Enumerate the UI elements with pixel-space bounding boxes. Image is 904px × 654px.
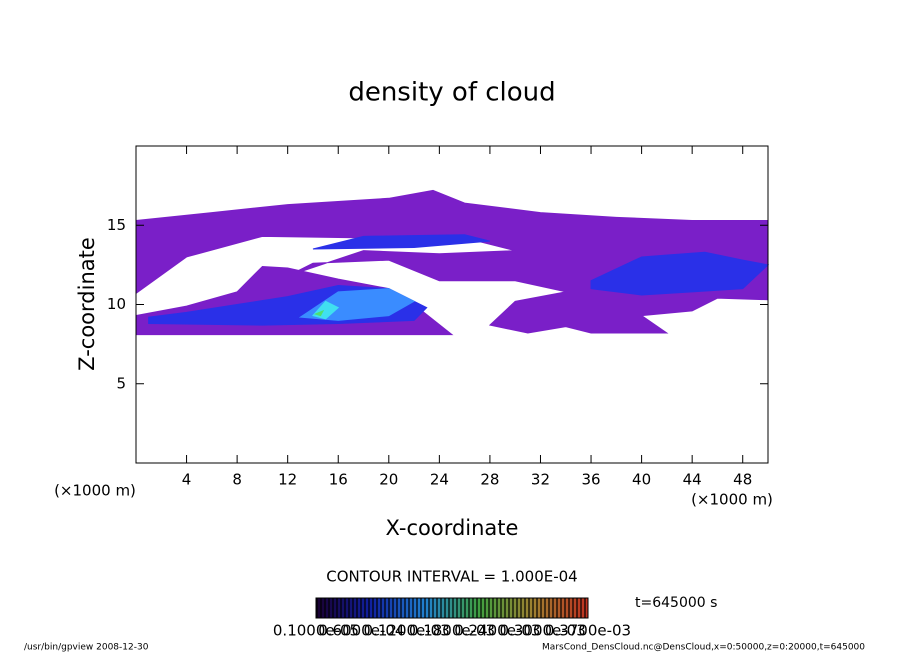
contour-region <box>590 251 770 296</box>
x-tick-label: 4 <box>182 471 192 489</box>
colorbar-label: 0.6000e-04 <box>318 622 404 640</box>
contour-interval: CONTOUR INTERVAL = 1.000E-04 <box>326 568 577 586</box>
x-tick-label: 40 <box>632 471 651 489</box>
footer-left: /usr/bin/gpview 2008-12-30 <box>24 643 149 653</box>
x-tick-label: 28 <box>480 471 499 489</box>
colorbar-label: 0.3700e-03 <box>545 622 631 640</box>
x-tick-label: 36 <box>581 471 600 489</box>
colorbar-label: 0.3000e-03 <box>500 622 586 640</box>
x-unit: (×1000 m) <box>691 491 773 509</box>
colorbar-label: 0.1000e-05 <box>273 622 359 640</box>
chart-title: density of cloud <box>348 78 555 108</box>
contour-region <box>135 189 769 334</box>
y-unit: (×1000 m) <box>54 482 136 500</box>
x-tick-label: 16 <box>329 471 348 489</box>
contour-region <box>314 309 325 317</box>
x-tick-label: 48 <box>733 471 752 489</box>
x-tick-label: 44 <box>683 471 702 489</box>
colorbar-label: 0.1800e-03 <box>409 622 495 640</box>
x-tick-label: 8 <box>232 471 242 489</box>
y-tick-label: 10 <box>107 295 126 313</box>
colorbar-label: 0.1200e-03 <box>364 622 450 640</box>
x-tick-label: 12 <box>278 471 297 489</box>
colorbar-stripes <box>316 598 588 618</box>
footer-right: MarsCond_DensCloud.nc@DensCloud,x=0:5000… <box>542 643 865 653</box>
time-label: t=645000 s <box>635 595 717 611</box>
x-axis-label: X-coordinate <box>386 516 519 540</box>
y-tick-label: 5 <box>116 374 126 392</box>
y-tick-label: 15 <box>107 216 126 234</box>
y-axis-label: Z-coordinate <box>75 237 99 371</box>
x-tick-label: 20 <box>379 471 398 489</box>
x-tick-label: 24 <box>430 471 449 489</box>
colorbar-label: 0.2400e-03 <box>454 622 540 640</box>
contour-region <box>312 234 491 250</box>
x-tick-label: 32 <box>531 471 550 489</box>
